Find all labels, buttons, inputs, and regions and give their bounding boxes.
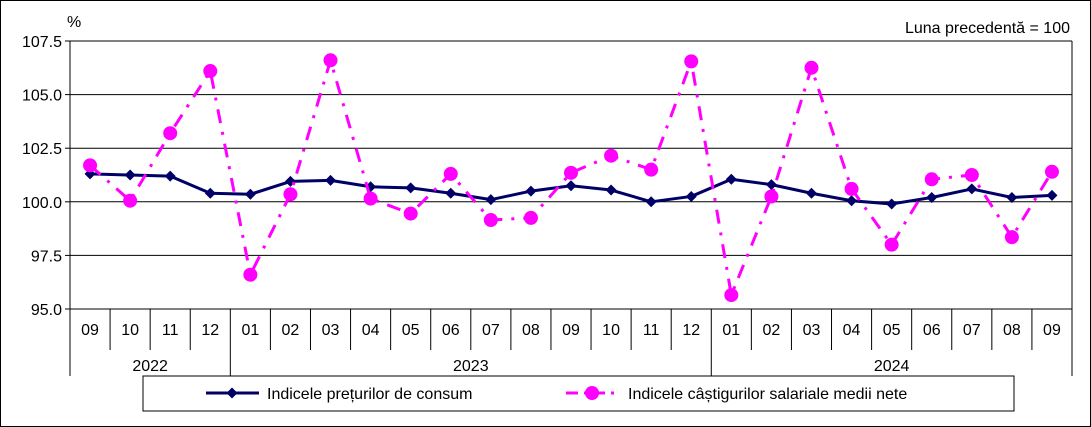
x-tick-label: 07 bbox=[482, 322, 500, 339]
cpi-point bbox=[244, 188, 256, 200]
wage-point bbox=[844, 181, 859, 196]
wage-point bbox=[684, 54, 699, 69]
wage-point bbox=[964, 168, 979, 182]
x-tick-label: 03 bbox=[803, 322, 821, 339]
wage-point bbox=[564, 165, 578, 180]
y-tick-label: 97.5 bbox=[31, 248, 62, 265]
x-tick-label: 03 bbox=[322, 322, 340, 339]
y-tick-label: 107.5 bbox=[22, 34, 62, 51]
x-tick-label: 05 bbox=[883, 322, 901, 339]
wage-point bbox=[604, 148, 619, 163]
wage-point bbox=[123, 193, 138, 208]
cpi-point bbox=[325, 174, 337, 186]
cpi-point bbox=[685, 190, 697, 202]
x-tick-label: 08 bbox=[1003, 322, 1021, 339]
x-tick-label: 05 bbox=[402, 322, 420, 339]
series-group bbox=[83, 53, 1059, 303]
cpi-point bbox=[645, 196, 657, 208]
wage-point bbox=[403, 206, 418, 221]
x-tick-label: 04 bbox=[362, 322, 380, 339]
cpi-point bbox=[1006, 192, 1018, 204]
legend-wage-label: Indicele câștigurilor salariale medii ne… bbox=[628, 386, 907, 403]
legend-wage-marker bbox=[585, 386, 599, 400]
cpi-point bbox=[966, 183, 978, 195]
cpi-point bbox=[805, 187, 817, 199]
x-tick-label: 08 bbox=[522, 322, 540, 339]
wage-point bbox=[523, 210, 538, 225]
wage-point bbox=[443, 166, 458, 181]
wage-point bbox=[483, 213, 498, 228]
x-axis: 09 10 11 12 01 02 03 04 05 06 07 08 09 10 11 12 01 02 03 04… bbox=[69, 309, 1073, 376]
wage-point bbox=[243, 267, 258, 282]
wage-point bbox=[363, 191, 378, 206]
x-tick-label: 09 bbox=[81, 322, 99, 339]
cpi-point bbox=[725, 173, 737, 185]
x-tick-label: 01 bbox=[722, 322, 740, 339]
x-tick-label: 04 bbox=[843, 322, 861, 339]
cpi-point bbox=[565, 180, 577, 192]
wage-point bbox=[83, 158, 98, 173]
y-tick-label: 105.0 bbox=[22, 88, 62, 105]
x-tick-label: 09 bbox=[1043, 322, 1061, 339]
x-tick-label: 10 bbox=[602, 322, 620, 339]
cpi-point bbox=[886, 198, 898, 210]
cpi-point bbox=[485, 194, 497, 206]
x-tick-label: 06 bbox=[442, 322, 460, 339]
x-tick-label: 07 bbox=[963, 322, 981, 339]
x-tick-label: 11 bbox=[643, 322, 660, 339]
wage-point bbox=[884, 237, 899, 252]
cpi-point bbox=[124, 169, 136, 181]
cpi-point bbox=[765, 179, 777, 191]
cpi-point bbox=[445, 187, 457, 199]
cpi-point bbox=[846, 195, 858, 207]
y-tick-label: 95.0 bbox=[31, 302, 62, 319]
x-tick-label: 09 bbox=[562, 322, 580, 339]
wage-point bbox=[804, 60, 819, 75]
x-tick-label: 01 bbox=[241, 322, 259, 339]
x-tick-label: 02 bbox=[763, 322, 781, 339]
legend: Indicele prețurilor de consum Indicele c… bbox=[142, 375, 1015, 412]
wage-point bbox=[724, 288, 739, 303]
x-tick-label: 12 bbox=[682, 322, 700, 339]
year-label: 2022 bbox=[132, 358, 168, 375]
cpi-point bbox=[605, 184, 617, 196]
y-tick-label: 100.0 bbox=[22, 195, 62, 212]
x-tick-label: 11 bbox=[162, 322, 179, 339]
year-label: 2023 bbox=[453, 358, 489, 375]
legend-cpi-label: Indicele prețurilor de consum bbox=[267, 386, 472, 403]
cpi-point bbox=[405, 182, 417, 194]
cpi-point bbox=[164, 170, 176, 182]
y-axis-ticks: 95.0 97.5 100.0 102.5 105.0 107.5 bbox=[22, 34, 70, 319]
legend-cpi-marker bbox=[226, 387, 238, 399]
wage-point bbox=[1004, 230, 1019, 245]
wage-point bbox=[203, 64, 218, 79]
wage-point bbox=[644, 162, 659, 177]
cpi-point bbox=[525, 185, 537, 197]
chart-note: Luna precedentă = 100 bbox=[905, 20, 1070, 37]
wage-point bbox=[283, 187, 298, 202]
wage-point bbox=[323, 53, 338, 68]
wage-point bbox=[163, 126, 178, 141]
x-tick-label: 02 bbox=[282, 322, 300, 339]
y-tick-label: 102.5 bbox=[22, 141, 62, 158]
wage-point bbox=[924, 172, 939, 187]
year-label: 2024 bbox=[874, 358, 910, 375]
wage-point bbox=[764, 189, 779, 204]
cpi-point bbox=[204, 187, 216, 199]
x-tick-label: 10 bbox=[121, 322, 139, 339]
wage-point bbox=[1044, 164, 1059, 179]
cpi-point bbox=[1046, 189, 1058, 201]
y-axis-unit: % bbox=[67, 14, 81, 31]
cpi-point bbox=[926, 192, 938, 204]
x-tick-label: 12 bbox=[201, 322, 219, 339]
x-tick-label: 06 bbox=[923, 322, 941, 339]
legend-box bbox=[142, 375, 1015, 412]
